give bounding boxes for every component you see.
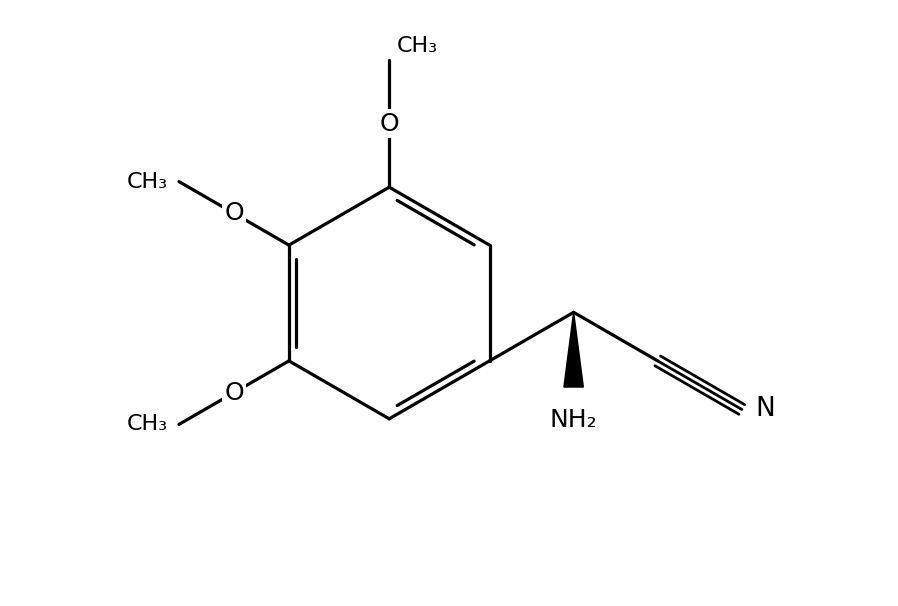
Text: CH₃: CH₃ — [127, 171, 168, 191]
Text: NH₂: NH₂ — [550, 408, 597, 432]
Text: N: N — [755, 396, 775, 422]
Polygon shape — [564, 312, 584, 387]
Text: O: O — [380, 112, 399, 136]
Text: CH₃: CH₃ — [127, 415, 168, 435]
Text: O: O — [224, 201, 243, 225]
Text: CH₃: CH₃ — [397, 36, 438, 56]
Text: O: O — [224, 381, 243, 405]
